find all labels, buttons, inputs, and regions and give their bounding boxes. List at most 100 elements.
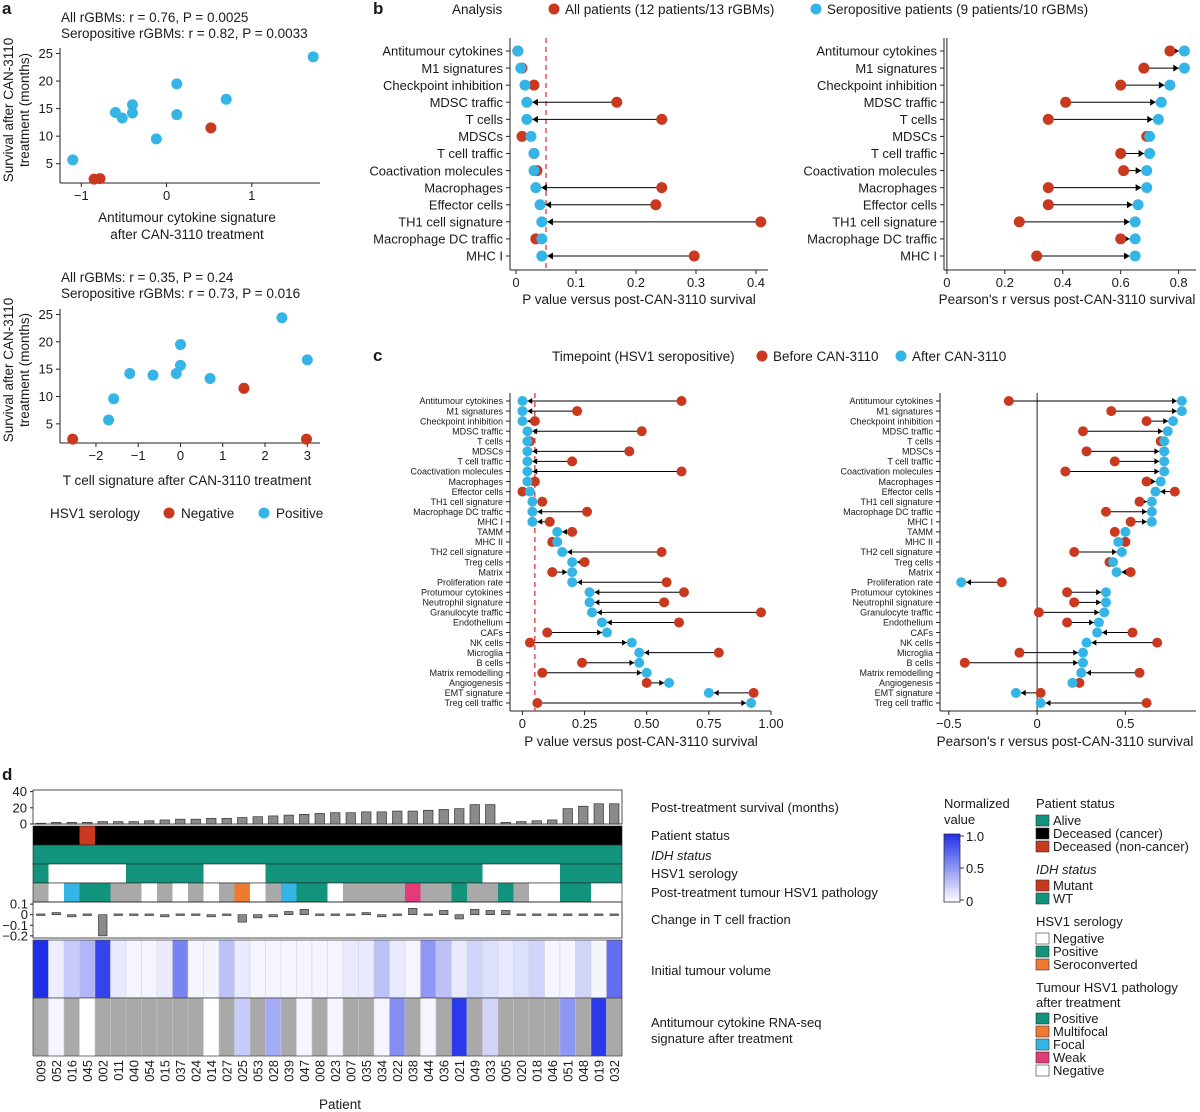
hsv1-serology-cell bbox=[575, 864, 591, 883]
tumour-volume-cell bbox=[48, 939, 65, 999]
cytokine-signature-cell bbox=[544, 997, 561, 1057]
colorbar-tick-label: 1.0 bbox=[966, 829, 984, 844]
c2-xlabel: Pearson's r versus post-CAN-3110 surviva… bbox=[937, 734, 1194, 749]
dot-after-can-3110 bbox=[567, 577, 578, 588]
scatter-point bbox=[103, 414, 115, 426]
dot-before-can-3110 bbox=[1081, 446, 1092, 457]
tumour-volume-cell bbox=[528, 939, 545, 999]
category-label: Antitumour cytokines bbox=[382, 44, 503, 59]
dot-seropositive-patients bbox=[1141, 182, 1153, 194]
legend-idh-item: Mutant bbox=[1053, 878, 1093, 893]
legend-sero-title: HSV1 serology bbox=[1036, 914, 1123, 929]
category-label: Checkpoint inhibition bbox=[383, 78, 503, 93]
c-legend-title: Timepoint (HSV1 seropositive) bbox=[552, 349, 735, 364]
dot-before-can-3110 bbox=[1120, 536, 1131, 547]
c-legend-after: After CAN-3110 bbox=[912, 349, 1006, 364]
category-label: T cell traffic bbox=[887, 457, 933, 467]
hsv1-serology-cell bbox=[203, 864, 219, 883]
dot-after-can-3110 bbox=[584, 587, 595, 598]
patient-status-cell bbox=[467, 826, 483, 845]
dot-before-can-3110 bbox=[547, 567, 558, 578]
dot-after-can-3110 bbox=[1146, 496, 1157, 507]
arrow-head bbox=[1020, 689, 1026, 696]
category-label: MHC I bbox=[908, 517, 934, 527]
dot-seropositive-patients bbox=[1129, 233, 1141, 245]
tumour-volume-cell bbox=[141, 939, 158, 999]
a2-xlabel-line1: T cell signature after CAN-3110 treatmen… bbox=[63, 473, 312, 488]
x-tick-label: 0 bbox=[1033, 716, 1040, 731]
a-legend-negative: Negative bbox=[181, 506, 234, 521]
patient-status-cell bbox=[110, 826, 126, 845]
hsv1-pathology-cell bbox=[203, 883, 219, 902]
dot-after-can-3110 bbox=[522, 426, 533, 437]
arrow-head bbox=[741, 700, 747, 706]
arrow-head bbox=[606, 619, 612, 626]
cytokine-signature-cell bbox=[358, 997, 375, 1057]
hsv1-pathology-cell bbox=[33, 883, 49, 902]
idh-status-cell bbox=[467, 845, 483, 864]
category-label: T cells bbox=[466, 112, 504, 127]
tumour-volume-cell bbox=[172, 939, 189, 999]
dot-before-can-3110 bbox=[676, 466, 687, 477]
dot-seropositive-patients bbox=[1178, 45, 1190, 57]
b-legend-sero-marker bbox=[810, 3, 822, 15]
scatter-point bbox=[147, 369, 159, 381]
survival-bar bbox=[423, 809, 434, 825]
dot-before-can-3110 bbox=[676, 396, 687, 406]
tumour-volume-cell bbox=[358, 939, 375, 999]
d-row-label-idh: IDH status bbox=[651, 848, 712, 863]
dot-after-can-3110 bbox=[956, 577, 967, 588]
arrow-head bbox=[537, 508, 543, 515]
cytokine-signature-cell bbox=[249, 997, 266, 1057]
x-tick-label: 1 bbox=[219, 448, 226, 463]
patient-status-cell bbox=[451, 826, 467, 845]
cytokine-signature-cell bbox=[187, 997, 204, 1057]
category-label: CAFs bbox=[481, 628, 504, 638]
survival-bar bbox=[314, 813, 325, 825]
patient-status-cell bbox=[544, 826, 560, 845]
dot-before-can-3110 bbox=[674, 617, 685, 628]
a2-ylabel-line1: Survival after CAN-3110 bbox=[1, 298, 16, 443]
dot-before-can-3110 bbox=[532, 698, 543, 708]
panel-a: a All rGBMs: r = 0.76, P = 0.0025 Seropo… bbox=[1, 0, 323, 521]
scatter-point bbox=[220, 93, 232, 105]
category-label: MDSC traffic bbox=[882, 426, 933, 436]
patient-id-label: 037 bbox=[173, 1060, 188, 1082]
category-label: M1 signatures bbox=[421, 61, 503, 76]
tumour-volume-cell bbox=[234, 939, 251, 999]
legend-wt-swatch bbox=[1035, 892, 1050, 905]
arrow-head bbox=[622, 639, 627, 646]
hsv1-pathology-cell bbox=[312, 883, 328, 902]
cytokine-signature-cell bbox=[513, 997, 530, 1057]
dot-after-can-3110 bbox=[567, 557, 578, 568]
patient-status-cell bbox=[33, 826, 49, 845]
y-tick-label: 20 bbox=[39, 334, 53, 349]
dot-before-can-3110 bbox=[537, 667, 548, 678]
dot-after-can-3110 bbox=[1176, 396, 1187, 406]
tcell-change-bar bbox=[129, 913, 139, 916]
hsv1-serology-cell bbox=[327, 864, 343, 883]
tumour-volume-cell bbox=[389, 939, 406, 999]
legend-idh-title: IDH status bbox=[1036, 862, 1097, 877]
scatter-point bbox=[204, 372, 216, 384]
a1-ylabel-line2: treatment (months) bbox=[17, 53, 32, 167]
legend-status-title: Patient status bbox=[1036, 796, 1115, 811]
scatter-point bbox=[174, 339, 186, 351]
tumour-volume-cell bbox=[590, 939, 607, 999]
tumour-volume-cell bbox=[265, 939, 282, 999]
dot-seropositive-patients bbox=[519, 79, 531, 91]
panel-c: c Timepoint (HSV1 seropositive) Before C… bbox=[373, 346, 1196, 749]
dot-seropositive-patients bbox=[1164, 79, 1176, 91]
patient-status-cell bbox=[560, 826, 576, 845]
category-label: Coactivation molecules bbox=[369, 163, 503, 178]
survival-tick-label: 20 bbox=[13, 800, 27, 815]
category-label: Endothelium bbox=[883, 618, 933, 628]
tumour-volume-cell bbox=[63, 939, 80, 999]
hsv1-pathology-cell bbox=[296, 883, 312, 902]
survival-bar bbox=[237, 817, 248, 825]
tumour-volume-cell bbox=[32, 939, 49, 999]
hsv1-serology-cell bbox=[126, 864, 142, 883]
dot-seropositive-patients bbox=[1152, 113, 1164, 125]
x-tick-label: 0.6 bbox=[1112, 275, 1130, 290]
dot-after-can-3110 bbox=[527, 516, 538, 527]
